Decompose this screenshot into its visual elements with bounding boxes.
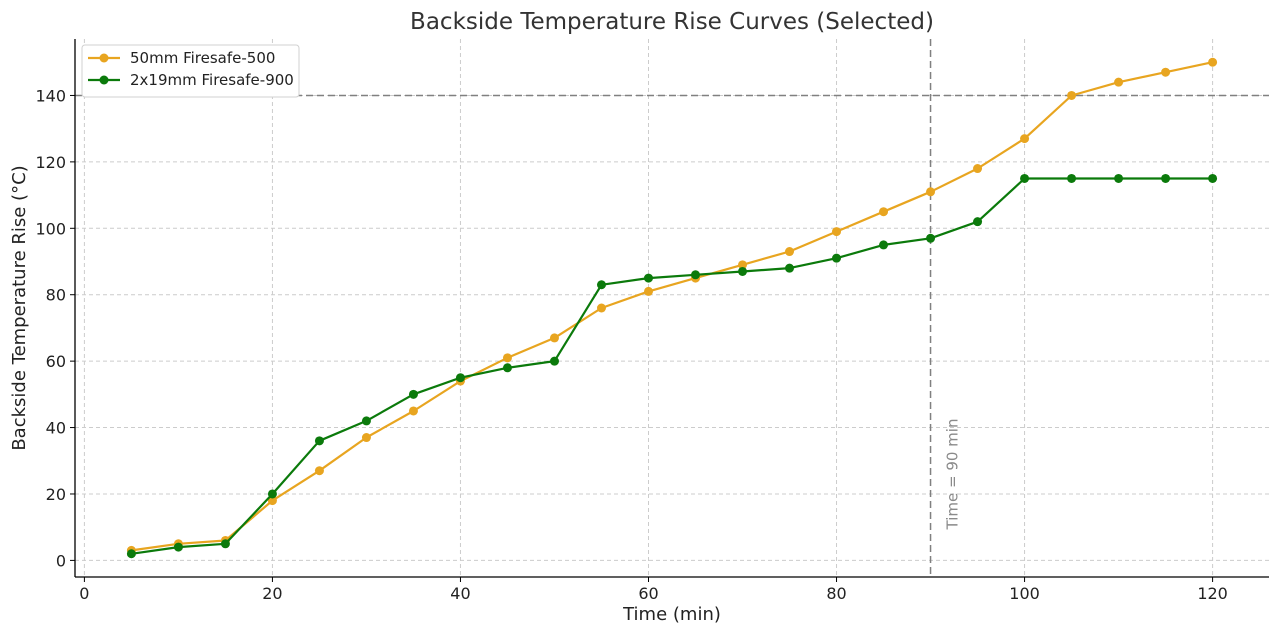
x-tick-label: 100 [1009, 584, 1040, 603]
data-point [549, 333, 559, 343]
reference-line-annotation: Time = 90 min [944, 419, 962, 531]
data-point [314, 466, 324, 476]
data-point [1020, 173, 1030, 183]
data-point [1114, 173, 1124, 183]
data-point [832, 253, 842, 263]
x-tick-label: 60 [638, 584, 658, 603]
data-point [314, 436, 324, 446]
data-point [926, 233, 936, 243]
series-2 [126, 173, 1218, 559]
x-tick-label: 40 [450, 584, 470, 603]
data-point [926, 187, 936, 197]
legend-box [81, 44, 300, 98]
data-point [738, 266, 748, 276]
series-line [131, 177, 1213, 555]
chart-title: Backside Temperature Rise Curves (Select… [410, 9, 934, 35]
y-tick-label: 140 [35, 86, 66, 105]
data-point [1161, 173, 1171, 183]
data-point [455, 373, 465, 383]
y-tick-label: 120 [35, 153, 66, 172]
data-point [502, 353, 512, 363]
y-tick-label: 80 [46, 286, 66, 305]
legend-swatch-marker [99, 53, 109, 63]
data-point [173, 542, 183, 552]
series-line [131, 61, 1213, 552]
y-tick-label: 60 [46, 352, 66, 371]
y-tick-label: 40 [46, 419, 66, 438]
data-point [738, 260, 748, 270]
x-axis-title: Time (min) [622, 604, 721, 625]
data-point [973, 164, 983, 174]
legend: 50mm Firesafe-500 2x19mm Firesafe-900 [81, 44, 300, 98]
data-point [408, 406, 418, 416]
grid-lines [75, 39, 1269, 577]
axes: 0 20 40 60 80 100 120 0 20 40 60 80 100 120 140 [35, 39, 1269, 603]
data-point [549, 356, 559, 366]
data-point [596, 280, 606, 290]
data-point [126, 549, 136, 559]
data-point [879, 207, 889, 217]
data-point [1020, 134, 1030, 144]
data-point [1208, 57, 1218, 67]
legend-swatch-marker [99, 75, 109, 85]
x-tick-label: 80 [826, 584, 846, 603]
x-tick-label: 0 [79, 584, 89, 603]
data-point [596, 303, 606, 313]
data-point [408, 389, 418, 399]
series-1 [126, 57, 1218, 555]
data-point [361, 433, 371, 443]
data-point [220, 539, 230, 549]
data-series [126, 57, 1218, 559]
data-point [879, 240, 889, 250]
data-point [973, 217, 983, 227]
data-point [267, 489, 277, 499]
y-axis-title: Backside Temperature Rise (°C) [9, 165, 30, 450]
data-point [1067, 90, 1077, 100]
data-point [832, 227, 842, 237]
data-point [361, 416, 371, 426]
legend-label: 2x19mm Firesafe-900 [130, 71, 294, 89]
data-point [502, 363, 512, 373]
data-point [1067, 173, 1077, 183]
y-tick-label: 100 [35, 219, 66, 238]
data-point [1114, 77, 1124, 87]
y-tick-label: 20 [46, 485, 66, 504]
data-point [1208, 173, 1218, 183]
data-point [785, 263, 795, 273]
data-point [691, 270, 701, 280]
y-tick-label: 0 [56, 551, 66, 570]
data-point [1161, 67, 1171, 77]
x-tick-label: 120 [1197, 584, 1228, 603]
legend-label: 50mm Firesafe-500 [130, 49, 275, 67]
reference-lines: Time = 90 min [75, 39, 1269, 577]
data-point [643, 273, 653, 283]
data-point [643, 286, 653, 296]
data-point [267, 496, 277, 506]
data-point [785, 247, 795, 257]
x-tick-label: 20 [262, 584, 282, 603]
